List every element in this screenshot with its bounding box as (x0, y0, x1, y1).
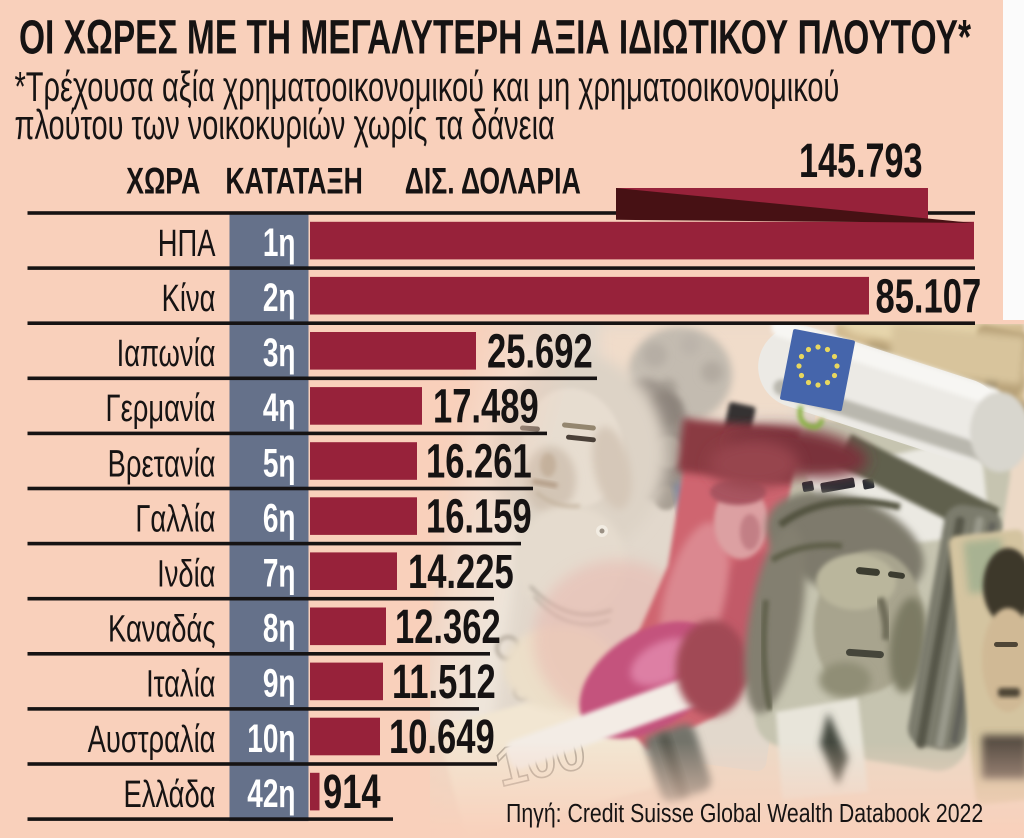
svg-text:πλούτου των νοικοκυριών χωρίς: πλούτου των νοικοκυριών χωρίς τα δάνεια (15, 101, 555, 149)
svg-text:ΚΑΤΑΤΑΞΗ: ΚΑΤΑΤΑΞΗ (225, 160, 362, 201)
svg-text:1η: 1η (263, 221, 296, 265)
svg-text:Αυστραλία: Αυστραλία (88, 719, 216, 761)
svg-text:25.692: 25.692 (487, 324, 593, 378)
svg-text:145.793: 145.793 (799, 133, 923, 187)
svg-text:914: 914 (323, 765, 381, 819)
svg-text:Πηγή: Credit Suisse Global Wea: Πηγή: Credit Suisse Global Wealth Databo… (506, 799, 983, 829)
svg-text:12.362: 12.362 (395, 599, 501, 653)
svg-text:85.107: 85.107 (876, 269, 982, 323)
svg-text:Ιαπωνία: Ιαπωνία (117, 333, 216, 375)
svg-text:10.649: 10.649 (389, 709, 495, 763)
svg-text:3η: 3η (263, 331, 296, 375)
svg-text:Γερμανία: Γερμανία (106, 388, 216, 430)
svg-text:4η: 4η (263, 386, 296, 430)
svg-text:6η: 6η (263, 497, 296, 541)
svg-text:7η: 7η (263, 552, 296, 596)
svg-text:*Τρέχουσα αξία χρηματοοικονομι: *Τρέχουσα αξία χρηματοοικονομικού και μη… (15, 63, 840, 111)
svg-text:14.225: 14.225 (408, 544, 514, 598)
svg-text:11.512: 11.512 (392, 654, 496, 708)
svg-text:Κίνα: Κίνα (162, 278, 216, 320)
svg-text:Ελλάδα: Ελλάδα (123, 774, 215, 816)
svg-text:Γαλλία: Γαλλία (135, 498, 215, 540)
svg-text:17.489: 17.489 (433, 379, 539, 433)
svg-text:ΔΙΣ. ΔΟΛΑΡΙΑ: ΔΙΣ. ΔΟΛΑΡΙΑ (405, 160, 581, 201)
svg-text:5η: 5η (263, 442, 296, 486)
svg-text:Βρετανία: Βρετανία (108, 443, 216, 485)
svg-text:16.261: 16.261 (426, 434, 532, 488)
svg-text:ΧΩΡΑ: ΧΩΡΑ (126, 160, 200, 201)
svg-text:ΟΙ ΧΩΡΕΣ ΜΕ ΤΗ ΜΕΓΑΛΥΤΕΡΗ ΑΞΙΑ: ΟΙ ΧΩΡΕΣ ΜΕ ΤΗ ΜΕΓΑΛΥΤΕΡΗ ΑΞΙΑ ΙΔΙΩΤΙΚΟΥ… (19, 11, 972, 64)
svg-text:2η: 2η (263, 276, 296, 320)
svg-text:ΗΠΑ: ΗΠΑ (158, 223, 217, 265)
svg-text:9η: 9η (263, 662, 296, 706)
svg-text:Ινδία: Ινδία (157, 553, 215, 595)
svg-text:42η: 42η (247, 772, 295, 816)
svg-text:Ιταλία: Ιταλία (146, 663, 215, 705)
svg-text:Καναδάς: Καναδάς (108, 608, 215, 650)
svg-text:10η: 10η (247, 717, 295, 761)
svg-text:16.159: 16.159 (426, 489, 532, 543)
svg-text:8η: 8η (263, 607, 296, 651)
